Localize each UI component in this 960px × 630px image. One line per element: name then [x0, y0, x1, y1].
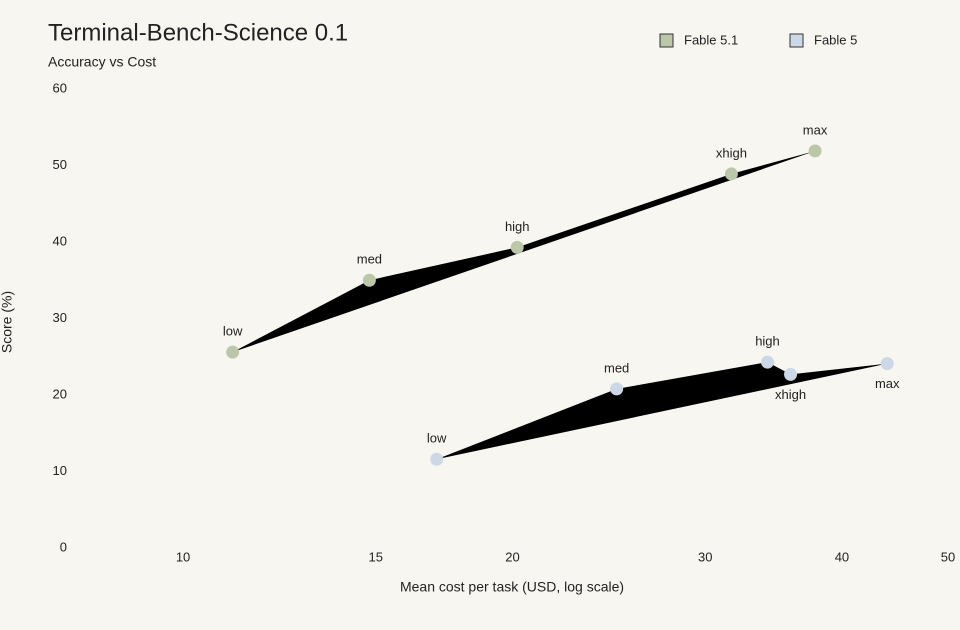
y-axis-label: Score (%) — [0, 291, 15, 353]
x-tick-label: 20 — [505, 549, 519, 564]
data-point — [880, 357, 894, 371]
y-tick-label: 50 — [53, 157, 67, 172]
data-point — [362, 273, 376, 287]
point-label: low — [427, 431, 447, 446]
series-line — [436, 362, 888, 460]
point-label: low — [223, 324, 243, 339]
point-label: high — [755, 334, 780, 349]
chart-title: Terminal-Bench-Science 0.1 — [48, 19, 348, 46]
data-point — [610, 382, 624, 396]
data-point — [784, 367, 798, 381]
chart-subtitle: Accuracy vs Cost — [48, 54, 156, 70]
x-tick-label: 40 — [835, 549, 849, 564]
x-tick-label: 50 — [941, 549, 955, 564]
point-label: med — [604, 360, 629, 375]
x-tick-label: 10 — [176, 549, 190, 564]
point-label: xhigh — [716, 145, 747, 160]
point-label: xhigh — [775, 387, 806, 402]
point-label: med — [357, 252, 382, 267]
point-label: high — [505, 219, 530, 234]
y-tick-label: 60 — [53, 80, 67, 95]
y-tick-label: 20 — [53, 386, 67, 401]
legend-label: Fable 5 — [814, 32, 857, 47]
x-tick-label: 30 — [698, 549, 712, 564]
x-tick-label: 15 — [369, 549, 383, 564]
point-label: max — [875, 376, 900, 391]
data-point — [760, 355, 774, 369]
y-tick-label: 0 — [60, 539, 67, 554]
series-line — [232, 150, 816, 353]
data-point — [430, 452, 444, 466]
y-tick-label: 40 — [53, 233, 67, 248]
x-axis-label: Mean cost per task (USD, log scale) — [400, 579, 624, 595]
legend-swatch — [789, 33, 804, 48]
data-point — [226, 345, 240, 359]
data-point — [510, 240, 524, 254]
point-label: max — [803, 122, 828, 137]
data-point — [808, 144, 822, 158]
data-point — [724, 167, 738, 181]
legend-label: Fable 5.1 — [684, 32, 738, 47]
y-tick-label: 30 — [53, 310, 67, 325]
y-tick-label: 10 — [53, 463, 67, 478]
legend-swatch — [659, 33, 674, 48]
